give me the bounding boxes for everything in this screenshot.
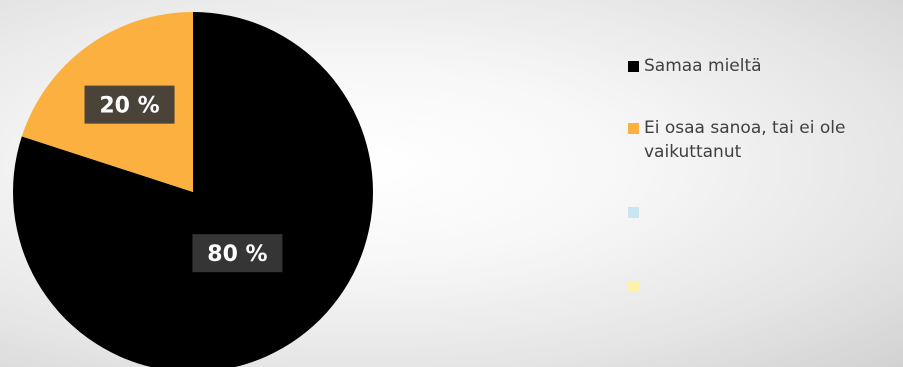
data-label-1: 80 % bbox=[192, 234, 283, 273]
data-label-text: 80 % bbox=[207, 242, 267, 267]
legend-label-1: Samaa mieltä bbox=[644, 56, 762, 76]
legend-item-1: Samaa mieltä bbox=[628, 54, 899, 78]
legend-item-4 bbox=[628, 274, 899, 292]
legend-swatch-3 bbox=[628, 207, 639, 218]
legend-label-2: Ei osaa sanoa, tai ei ole vaikuttanut bbox=[644, 118, 846, 162]
pie-slices bbox=[13, 12, 373, 367]
legend-swatch-1 bbox=[628, 61, 639, 72]
data-label-background bbox=[192, 234, 283, 273]
legend-item-3 bbox=[628, 200, 899, 218]
data-label-text: 20 % bbox=[99, 94, 159, 119]
pie-slice-1 bbox=[13, 12, 373, 367]
legend-swatch-4 bbox=[628, 281, 639, 292]
pie-data-labels: 80 % 20 % bbox=[84, 85, 283, 273]
legend-swatch-2 bbox=[628, 123, 639, 134]
data-label-2: 20 % bbox=[84, 85, 175, 124]
data-label-background bbox=[84, 85, 175, 124]
legend-item-2: Ei osaa sanoa, tai ei ole vaikuttanut bbox=[628, 116, 899, 164]
